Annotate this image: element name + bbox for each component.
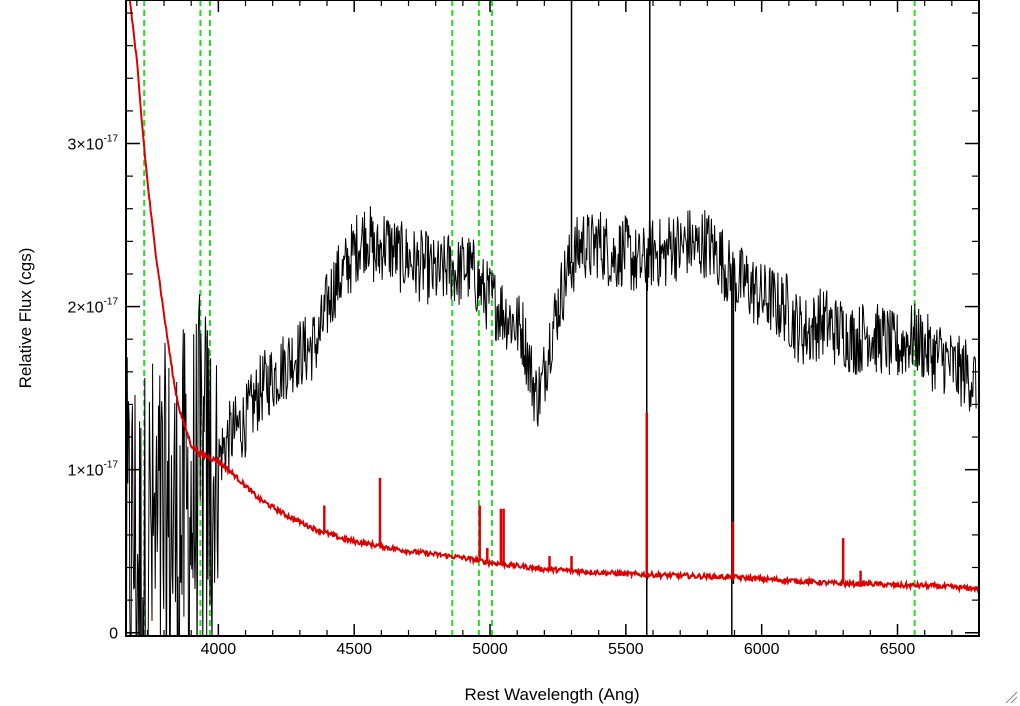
x-tick-label: 4500	[336, 641, 372, 658]
y-axis-title: Relative Flux (cgs)	[16, 248, 35, 389]
y-tick-label: 0	[109, 626, 118, 643]
resize-grip-icon[interactable]	[1004, 690, 1018, 704]
x-tick-label: 5000	[472, 641, 508, 658]
observed-spectrum-line	[126, 206, 977, 636]
plot-frame	[125, 0, 980, 637]
y-tick-label: 2×10-17	[68, 297, 119, 317]
x-tick-label: 5500	[608, 641, 644, 658]
x-tick-label: 4000	[201, 641, 237, 658]
spectrum-series	[126, 0, 979, 636]
x-axis: 4000 4500 5000 5500 6000 6500	[136, 0, 980, 658]
x-tick-label: 6500	[880, 641, 916, 658]
y-axis: 0 1×10-17 2×10-17 3×10-17	[68, 12, 979, 643]
x-axis-title: Rest Wavelength (Ang)	[464, 685, 639, 704]
error-spectrum-line	[128, 0, 979, 594]
x-tick-label: 6000	[744, 641, 780, 658]
y-tick-label: 3×10-17	[68, 134, 119, 154]
y-tick-label: 1×10-17	[68, 460, 119, 480]
emission-line-markers	[143, 0, 916, 636]
